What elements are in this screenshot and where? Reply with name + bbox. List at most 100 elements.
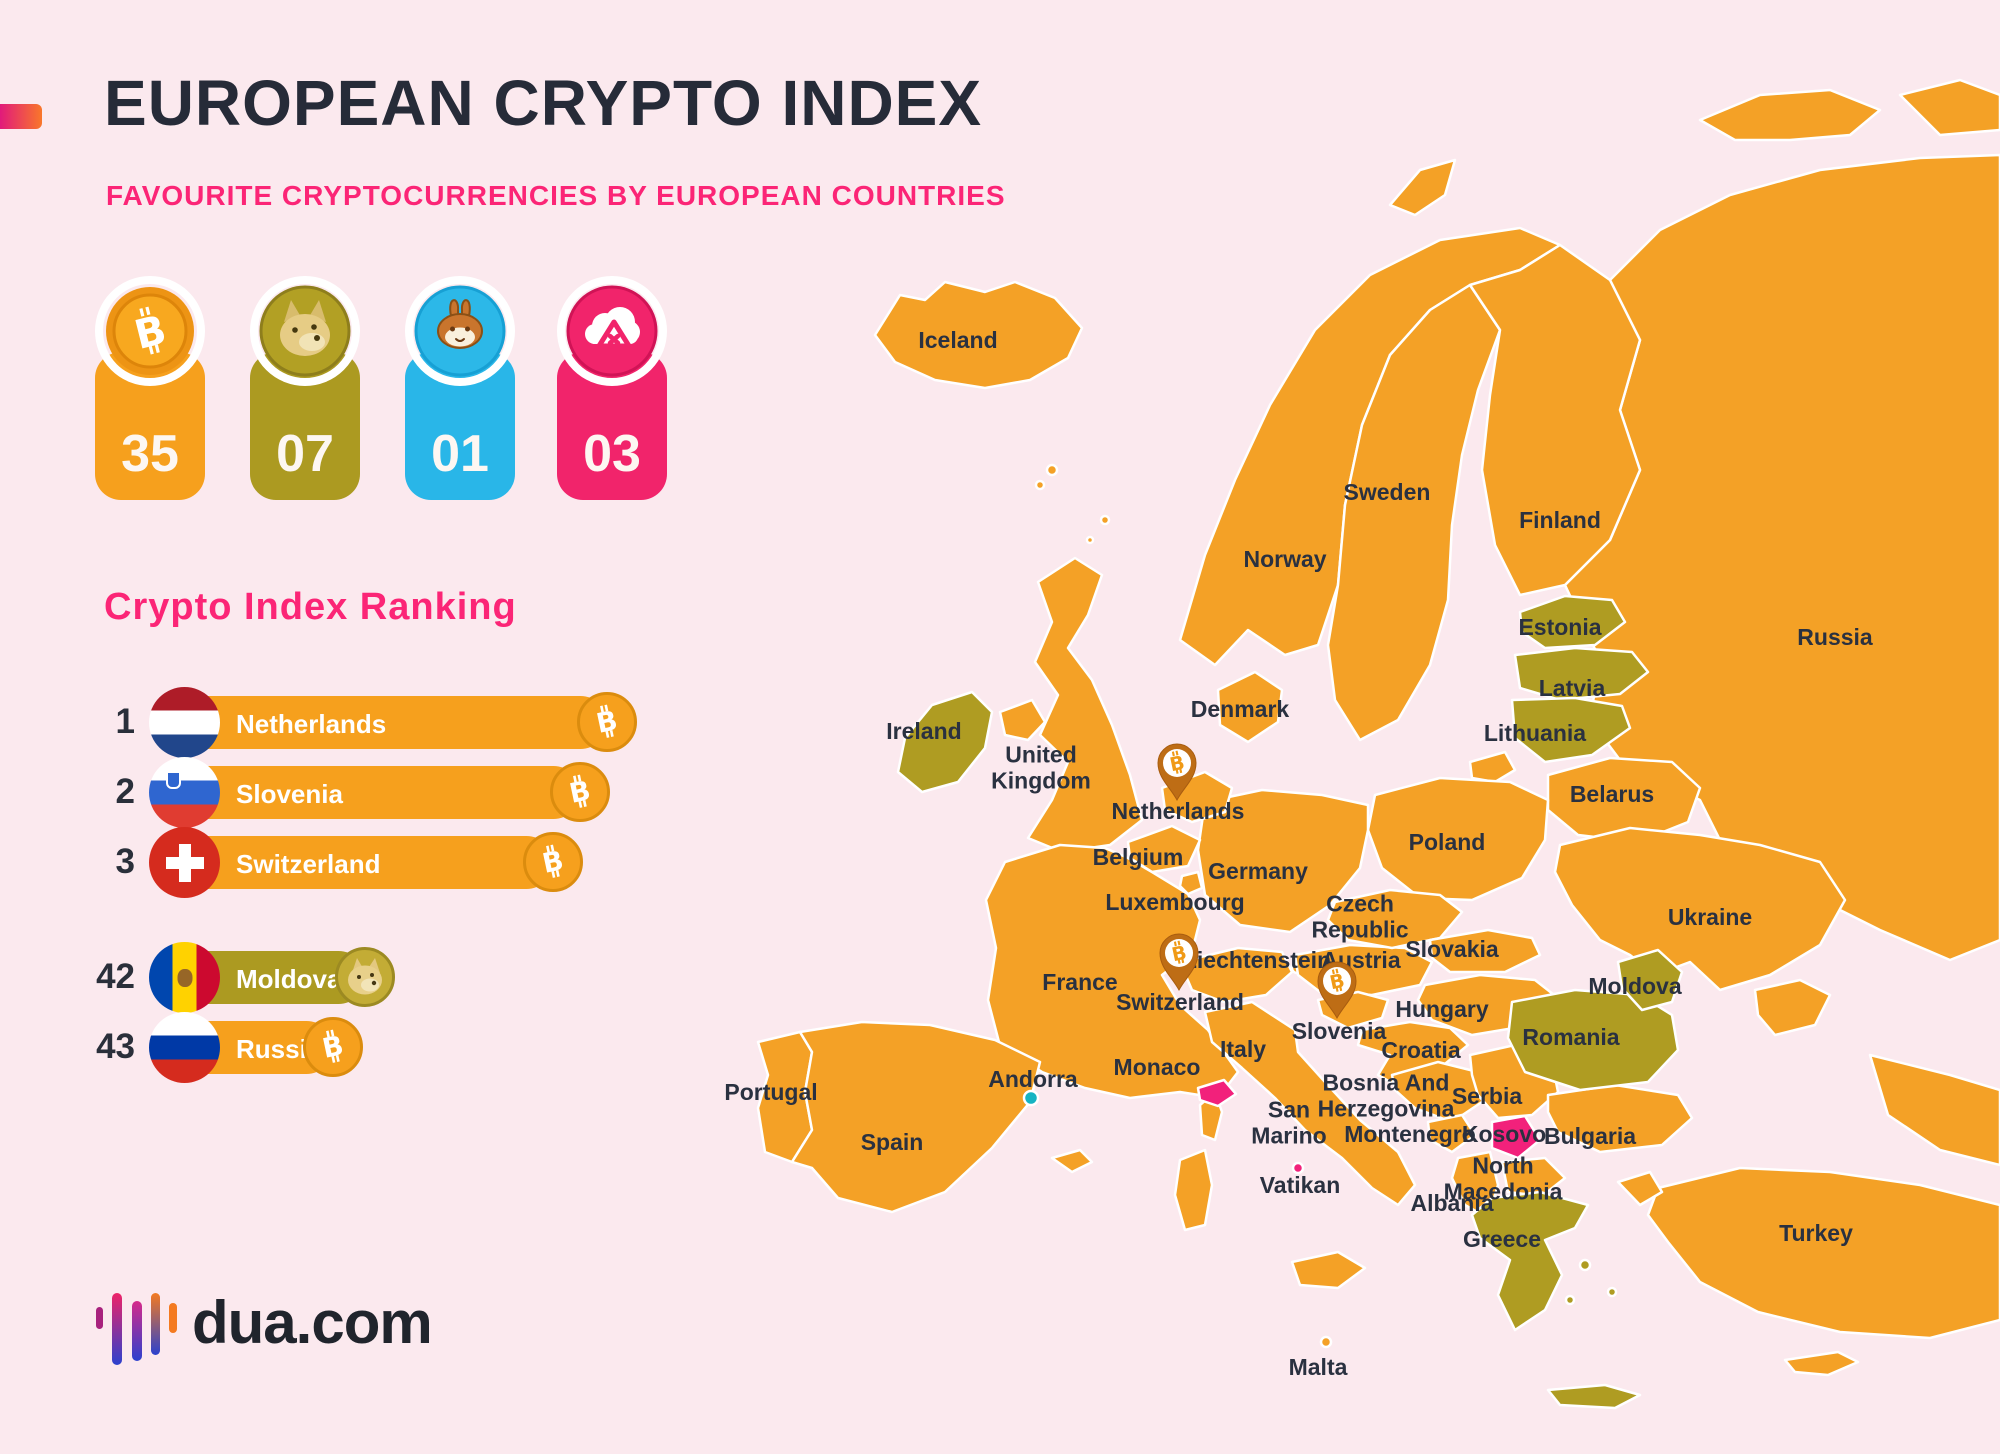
ranking-row-43: 43 Russia [0,1012,700,1083]
country-sardinia [1173,1148,1214,1232]
country-finland [1468,243,1642,597]
rank-country: Moldova [236,964,342,994]
stat-card-dogecoin: 07 [250,276,360,500]
rank-number: 1 [115,702,135,741]
rank-bar: Netherlands [150,696,607,749]
country-north-macedonia [1500,1156,1567,1198]
logo-bar-icon [112,1293,122,1365]
cloud-x-icon [557,276,667,386]
stat-card-cloud-x: 03 [557,276,667,500]
russia-flag [149,1012,220,1083]
ranking-row-42: 42 Moldova [0,942,700,1013]
logo-bar-icon [169,1303,177,1333]
country-crimea [1753,978,1832,1037]
country-montenegro [1426,1113,1477,1154]
slovenia-flag [149,757,220,828]
country-andorra [1022,1089,1040,1107]
bitcoin-icon [549,761,611,823]
country-balearics [1050,1148,1094,1174]
country-northern-ireland [998,698,1047,742]
pancakeswap-icon [405,276,515,386]
country-romania [1506,988,1680,1092]
country-ireland [896,690,994,794]
rank-number: 43 [96,1027,135,1066]
country-lithuania [1510,696,1632,764]
country-belarus [1546,756,1702,844]
country-germany [1196,788,1370,934]
ranking-row-2: 2 Slovenia [0,757,700,828]
country-norway-isles [1388,158,1457,217]
bitcoin-pin-netherlands: B [1155,742,1199,802]
dua-logo: dua.com [92,1288,572,1418]
country-greece [1470,1190,1590,1332]
country-ukraine [1553,826,1847,992]
logo-bar-icon [132,1301,142,1361]
country-italy [1203,1000,1417,1207]
country-monaco [1196,1078,1238,1108]
country-slovakia [1428,928,1542,974]
bitcoin-icon: B [95,276,205,386]
ranking-row-3: 3 Switzerland [0,827,700,898]
rank-bar: Switzerland [150,836,553,889]
country-sicily [1290,1250,1367,1290]
dogecoin-icon [334,946,396,1008]
country-moldova [1616,948,1684,1012]
country-cyprus [1783,1350,1860,1377]
bitcoin-pin-slovenia: B [1315,960,1359,1020]
rank-country: Switzerland [236,849,381,879]
bitcoin-icon [302,1016,364,1078]
country-vatican [1291,1161,1305,1175]
rank-number: 2 [115,772,135,811]
country-united-kingdom [1026,556,1144,854]
country-shetland-2 [1085,535,1095,545]
country-latvia [1513,646,1650,702]
country-spain [790,1020,1042,1214]
rank-country: Netherlands [236,709,387,739]
country-bosnia [1390,1060,1490,1124]
country-turkey [1646,1166,2000,1340]
country-estonia [1518,594,1627,650]
stat-value: 01 [431,425,489,483]
stat-card-pancakeswap: 01 [405,276,515,500]
svg-text:B: B [1328,970,1347,995]
country-kaliningrad [1468,750,1517,784]
stat-card-bitcoin: B 35 [95,276,205,500]
country-malta [1319,1335,1333,1349]
rank-number: 3 [115,842,135,881]
accent-bar [0,104,42,129]
page-subtitle: FAVOURITE CRYPTOCURRENCIES BY EUROPEAN C… [106,180,1006,211]
logo-bar-icon [151,1293,160,1355]
logo-bar-icon [96,1307,103,1329]
country-kosovo [1490,1114,1542,1160]
rank-country: Slovenia [236,779,343,809]
country-crete [1546,1383,1642,1410]
rank-number: 42 [96,957,135,996]
country-luxembourg [1178,870,1204,896]
page-title: EUROPEAN CRYPTO INDEX [104,67,983,139]
rank-bar: Slovenia [150,766,580,819]
bitcoin-icon [522,831,584,893]
country-greek-isle-3 [1564,1294,1576,1306]
dogecoin-icon [250,276,360,386]
stat-value: 07 [276,425,334,483]
netherlands-flag [149,687,220,758]
ranking-row-1: 1 Netherlands [0,687,700,758]
country-greek-isle [1578,1258,1592,1272]
stat-value: 35 [121,425,179,483]
country-iceland [873,280,1084,390]
country-bulgaria [1546,1083,1694,1154]
moldova-flag [149,942,220,1013]
stat-value: 03 [583,425,641,483]
country-russia-isles [1698,88,1882,142]
svg-text:B: B [1170,942,1189,967]
country-poland [1366,776,1550,902]
ranking-heading: Crypto Index Ranking [104,586,517,628]
country-caucasus [1868,1053,2000,1167]
country-faroe [1045,463,1059,477]
svg-text:B: B [1168,752,1187,777]
switzerland-flag [149,827,220,898]
country-russia-isles-2 [1898,78,2000,137]
country-turkey-european [1616,1170,1664,1207]
